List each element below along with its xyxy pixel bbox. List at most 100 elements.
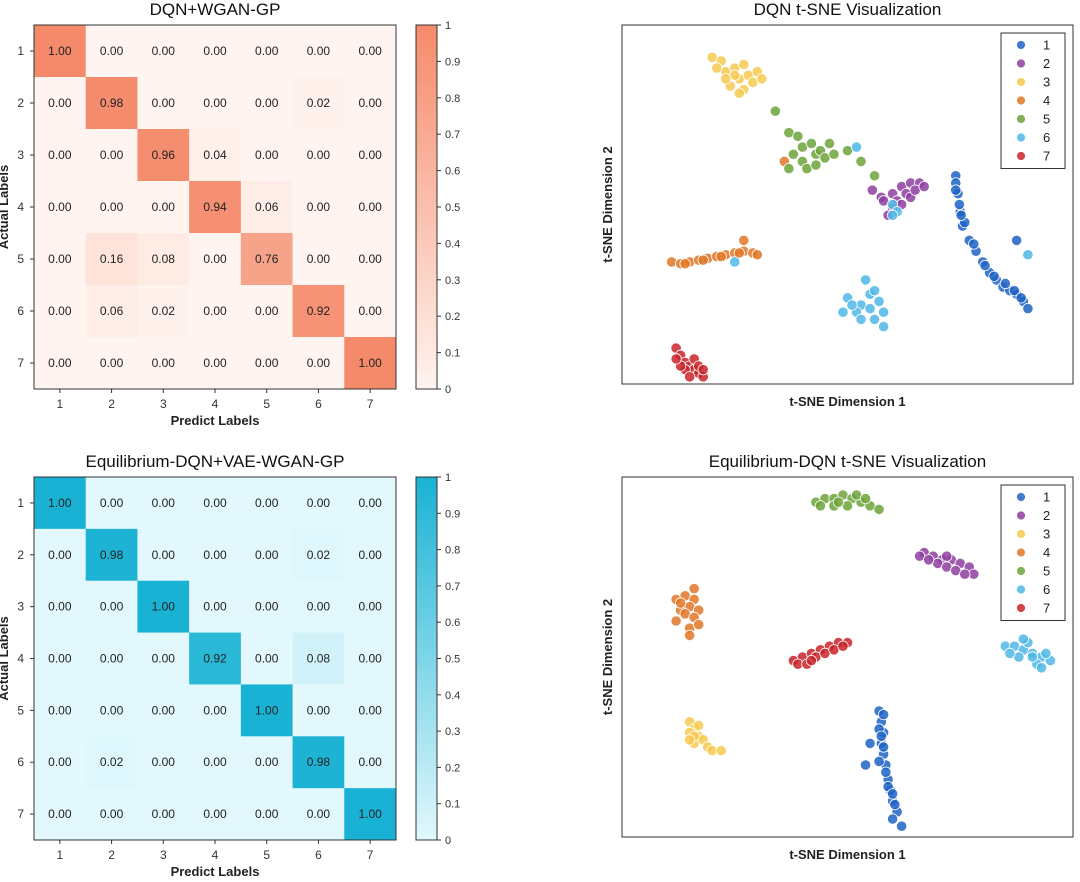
- scatter-point-class-1: [889, 798, 901, 811]
- heatmap-cell: [189, 477, 242, 530]
- scatter-point-class-3: [738, 58, 750, 71]
- scatter-point-class-2: [923, 554, 935, 566]
- plot-frame: [621, 24, 1074, 385]
- cell-value-label: 0.00: [152, 44, 176, 58]
- heatmap-cell: [137, 25, 190, 78]
- colorbar-tick-label: 0.9: [445, 508, 460, 520]
- scatter-point-class-1: [875, 730, 887, 742]
- heatmap-cell: [85, 181, 138, 234]
- scatter-point-class-6: [837, 306, 849, 318]
- heatmap-cell: [34, 25, 87, 78]
- x-tick-label: 6: [315, 397, 322, 411]
- heatmap-cell: [34, 337, 87, 390]
- scatter-point-class-6: [868, 285, 881, 297]
- heatmap-cell: [189, 129, 242, 182]
- legend-label: 3: [1043, 75, 1050, 90]
- cell-value-label: 0.00: [203, 600, 227, 614]
- colorbar-tick-label: 0: [445, 384, 451, 396]
- y-axis-label: Actual Labels: [0, 616, 11, 701]
- heatmap-cell: [292, 477, 345, 530]
- x-tick-label: 5: [263, 397, 270, 411]
- cell-value-label: 0.00: [255, 148, 279, 162]
- cell-value-label: 0.00: [358, 304, 382, 318]
- x-axis-label: t-SNE Dimension 1: [789, 394, 905, 409]
- cell-value-label: 0.00: [48, 652, 72, 666]
- cell-value-label: 0.00: [255, 496, 279, 510]
- scatter-point-class-5: [828, 148, 840, 160]
- cell-value-label: 0.00: [358, 96, 382, 110]
- scatter-point-class-4: [679, 258, 691, 270]
- heatmap-cell: [189, 77, 242, 130]
- cell-value-label: 0.00: [48, 96, 72, 110]
- legend-label: 2: [1043, 508, 1050, 523]
- heatmap-cell: [189, 736, 242, 789]
- legend-label: 2: [1043, 56, 1050, 71]
- heatmap-cell: [344, 129, 397, 182]
- heatmap-cell: [34, 129, 87, 182]
- heatmap-cell: [137, 129, 190, 182]
- heatmap-cell: [292, 632, 345, 685]
- cell-value-label: 0.02: [307, 548, 331, 562]
- heatmap-cell: [344, 528, 397, 582]
- scatter-point-class-1: [1022, 303, 1034, 315]
- x-tick-label: 3: [160, 848, 167, 862]
- colorbar-tick-label: 0.2: [445, 311, 460, 323]
- colorbar: [415, 24, 438, 390]
- x-axis-label: Predict Labels: [171, 864, 260, 879]
- scatter-point-class-3: [684, 734, 696, 746]
- legend-marker: [1016, 132, 1026, 143]
- heatmap-cell: [85, 632, 138, 685]
- scatter-point-class-2: [866, 184, 878, 196]
- colorbar-tick-label: 0.3: [445, 275, 460, 287]
- cell-value-label: 0.00: [152, 548, 176, 562]
- scatter-point-class-6: [873, 295, 885, 308]
- cell-value-label: 0.00: [255, 652, 279, 666]
- heatmap-cell: [344, 77, 397, 130]
- scatter-point-class-5: [855, 155, 867, 168]
- y-tick-label: 2: [17, 548, 24, 562]
- heatmap-cell: [85, 129, 138, 182]
- x-tick-label: 1: [57, 397, 64, 411]
- legend-marker: [1016, 95, 1026, 106]
- cell-value-label: 0.00: [152, 703, 176, 717]
- scatter-point-class-6: [868, 313, 881, 325]
- heatmap-cell: [292, 77, 345, 130]
- scatter-point-class-3: [756, 73, 768, 85]
- cell-value-label: 0.00: [307, 703, 331, 717]
- legend-label: 5: [1043, 564, 1050, 579]
- scatter-point-class-1: [999, 277, 1011, 290]
- cell-value-label: 0.00: [307, 44, 331, 58]
- heatmap-cell: [344, 580, 397, 634]
- legend: 1 2 3 4 5 6 7: [1000, 32, 1066, 169]
- heatmap-cell: [240, 736, 294, 789]
- scatter-point-class-1: [877, 708, 890, 721]
- cell-value-label: 0.04: [203, 148, 227, 162]
- heatmap-cell: [292, 736, 345, 789]
- cell-value-label: 0.00: [48, 200, 72, 214]
- heatmap-cell: [137, 736, 190, 789]
- scatter-point-class-5: [823, 137, 836, 150]
- cell-value-label: 0.00: [48, 548, 72, 562]
- colorbar-tick-label: 0: [445, 835, 451, 847]
- heatmap-cell: [137, 528, 190, 582]
- heatmap-cell: [34, 736, 87, 789]
- heatmap-cell: [344, 632, 397, 685]
- heatmap-cell: [240, 233, 294, 286]
- legend-marker: [1016, 529, 1026, 539]
- colorbar-tick-label: 1: [445, 20, 451, 32]
- cell-value-label: 0.00: [358, 703, 382, 717]
- scatter-point-class-6: [1004, 647, 1016, 660]
- heatmap-cell: [344, 736, 397, 789]
- scatter-point-class-1: [880, 766, 892, 778]
- scatter-point-class-6: [850, 141, 863, 153]
- x-tick-label: 7: [367, 397, 374, 411]
- confusion-matrix-top: DQN+WGAN-GP 1.00 0.00 0.00 0.00 0.00 0.00 0.00 0…: [0, 0, 460, 428]
- heatmap-cell: [292, 129, 345, 182]
- cell-value-label: 0.00: [203, 304, 227, 318]
- x-tick-label: 4: [212, 848, 219, 862]
- heatmap-cell: [34, 788, 87, 841]
- scatter-point-class-5: [769, 105, 781, 117]
- heatmap-cell: [292, 285, 345, 338]
- cell-value-label: 0.00: [100, 600, 124, 614]
- cell-value-label: 0.00: [48, 755, 72, 769]
